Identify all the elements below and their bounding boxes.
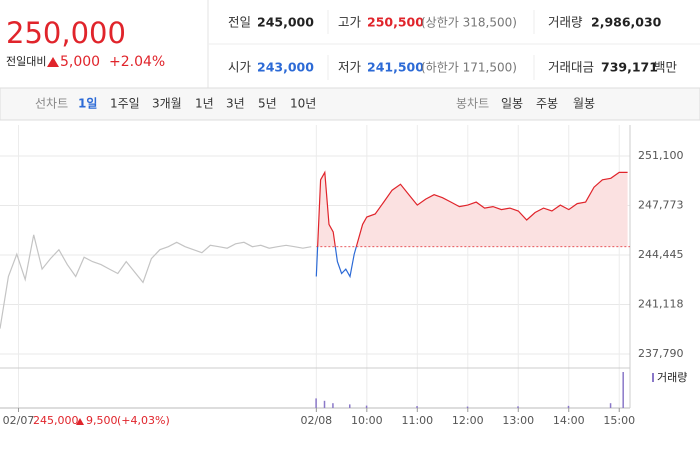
stat-value: 245,000	[257, 15, 314, 30]
tab[interactable]: 월봉	[573, 97, 595, 111]
stat-label: 거래대금	[548, 60, 594, 75]
x-tick-label: 10:00	[351, 414, 383, 427]
stat-label: 거래량	[548, 15, 583, 30]
y-tick-label: 251,100	[638, 149, 684, 162]
tab[interactable]: 1주일	[110, 97, 140, 111]
x-tick-label: 02/07	[3, 414, 35, 427]
stat-value: 250,500	[367, 15, 424, 30]
stat-value: 739,171	[601, 60, 658, 75]
tab[interactable]: 10년	[290, 97, 316, 111]
prev-close: 245,000	[33, 414, 79, 427]
x-tick-label: 11:00	[401, 414, 433, 427]
y-tick-label: 244,445	[638, 248, 684, 261]
tab-group-label: 선차트	[35, 97, 68, 111]
tab[interactable]: 5년	[258, 97, 277, 111]
price-line-down	[315, 246, 357, 279]
price-line	[0, 234, 312, 329]
tab[interactable]: 주봉	[536, 97, 558, 111]
volume-bar	[332, 403, 334, 408]
tab[interactable]: 3개월	[152, 97, 182, 111]
stat-note: (하한가 171,500)	[421, 61, 517, 75]
price: 250,000	[6, 16, 126, 50]
up-arrow	[76, 418, 84, 425]
change-pct: +2.04%	[109, 54, 165, 70]
stat-label: 저가	[338, 60, 362, 75]
volume-bar	[609, 403, 612, 408]
stat-value: 241,500	[367, 60, 424, 75]
x-tick-label: 12:00	[452, 414, 484, 427]
x-tick-label: 14:00	[553, 414, 585, 427]
up-arrow	[47, 57, 59, 67]
stat-label: 시가	[228, 60, 252, 75]
change-label: 전일대비	[6, 54, 46, 68]
x-tick-label: 02/08	[300, 414, 332, 427]
prev-change: 9,500	[86, 414, 118, 427]
stat-value: 2,986,030	[591, 15, 662, 30]
y-tick-label: 237,790	[638, 347, 684, 360]
stat-value: 243,000	[257, 60, 314, 75]
change: 5,000	[60, 54, 100, 70]
tab[interactable]: 1일	[78, 97, 97, 111]
volume-bar	[365, 405, 368, 408]
legend-label: 거래량	[657, 371, 687, 384]
stat-label: 고가	[338, 15, 362, 30]
volume-bar	[416, 406, 418, 408]
y-tick-label: 241,118	[638, 297, 684, 310]
volume-bar	[517, 406, 519, 408]
volume-bar	[315, 398, 317, 408]
x-tick-label: 15:00	[603, 414, 635, 427]
tab-bar	[0, 87, 700, 121]
stat-unit: 백만	[654, 60, 678, 75]
tab[interactable]: 3년	[226, 97, 245, 111]
volume-bar	[622, 372, 624, 408]
volume-bar	[323, 400, 326, 408]
prev-pct: (+4,03%)	[117, 414, 170, 427]
stat-note: (상한가 318,500)	[421, 16, 517, 30]
tab[interactable]: 1년	[195, 97, 214, 111]
tab-group-label: 봉차트	[456, 97, 489, 111]
price-line-up	[317, 170, 628, 247]
volume-bar	[349, 404, 351, 408]
x-tick-label: 13:00	[502, 414, 534, 427]
volume-bar	[466, 406, 469, 408]
legend-swatch	[652, 373, 654, 382]
tab[interactable]: 일봉	[501, 97, 523, 111]
y-tick-label: 247,773	[638, 198, 684, 211]
volume-bar	[567, 405, 570, 408]
price-area	[317, 172, 628, 247]
stat-label: 전일	[228, 15, 251, 30]
